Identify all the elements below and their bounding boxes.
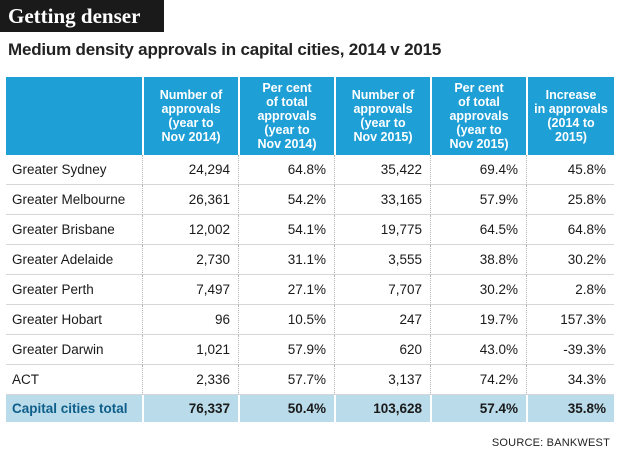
header-line: Per cent — [262, 81, 312, 95]
value-cell: 2,730 — [142, 245, 238, 275]
header-line: (year to — [456, 123, 502, 137]
table-row: Greater Darwin 1,021 57.9% 620 43.0% -39.3% — [6, 335, 614, 365]
header-line: Increase — [545, 88, 597, 102]
value-cell: 57.4% — [430, 395, 526, 422]
header-line: Per cent — [454, 81, 504, 95]
header-cell-5: Increase in approvals (2014 to 2015) — [526, 77, 614, 155]
header-line: (year to — [168, 116, 214, 130]
value-cell: 54.2% — [238, 185, 334, 215]
header-line: approvals — [449, 109, 509, 123]
region-cell: Greater Sydney — [6, 155, 142, 185]
value-cell: 1,021 — [142, 335, 238, 365]
header-line: in approvals — [534, 102, 608, 116]
region-cell: Greater Darwin — [6, 335, 142, 365]
header-line: Nov 2014) — [161, 130, 221, 144]
header-cell-4: Per cent of total approvals (year to Nov 201… — [430, 77, 526, 155]
value-cell: 96 — [142, 305, 238, 335]
chart-subtitle: Medium density approvals in capital citi… — [8, 40, 442, 59]
header-line: (year to — [360, 116, 406, 130]
value-cell: 43.0% — [430, 335, 526, 365]
value-cell: 74.2% — [430, 365, 526, 395]
value-cell: 33,165 — [334, 185, 430, 215]
header-line: Number of — [351, 88, 415, 102]
value-cell: 12,002 — [142, 215, 238, 245]
value-cell: 30.2% — [526, 245, 614, 275]
table-row: Greater Adelaide 2,730 31.1% 3,555 38.8% 30.2… — [6, 245, 614, 275]
value-cell: 25.8% — [526, 185, 614, 215]
value-cell: 157.3% — [526, 305, 614, 335]
value-cell: 2,336 — [142, 365, 238, 395]
region-cell: Greater Brisbane — [6, 215, 142, 245]
value-cell: 3,555 — [334, 245, 430, 275]
value-cell: 64.8% — [526, 215, 614, 245]
value-cell: 30.2% — [430, 275, 526, 305]
region-cell: Greater Perth — [6, 275, 142, 305]
value-cell: 3,137 — [334, 365, 430, 395]
value-cell: 57.9% — [430, 185, 526, 215]
value-cell: 31.1% — [238, 245, 334, 275]
header-cell-3: Number of approvals (year to Nov 2015) — [334, 77, 430, 155]
value-cell: 54.1% — [238, 215, 334, 245]
header-line: Number of — [159, 88, 223, 102]
header-line: approvals — [161, 102, 221, 116]
header-line: Nov 2015) — [449, 137, 509, 151]
value-cell: 247 — [334, 305, 430, 335]
value-cell: 2.8% — [526, 275, 614, 305]
value-cell: 27.1% — [238, 275, 334, 305]
table-row: Greater Sydney 24,294 64.8% 35,422 69.4% 45.8… — [6, 155, 614, 185]
header-line: of total — [458, 95, 500, 109]
header-line: approvals — [257, 109, 317, 123]
header-line: (year to — [264, 123, 310, 137]
value-cell: 19,775 — [334, 215, 430, 245]
header-line: 2015) — [555, 130, 587, 144]
region-cell: ACT — [6, 365, 142, 395]
value-cell: 103,628 — [334, 395, 430, 422]
region-cell: Greater Hobart — [6, 305, 142, 335]
value-cell: 7,707 — [334, 275, 430, 305]
value-cell: -39.3% — [526, 335, 614, 365]
region-cell: Greater Adelaide — [6, 245, 142, 275]
table-row: ACT 2,336 57.7% 3,137 74.2% 34.3% — [6, 365, 614, 395]
value-cell: 35,422 — [334, 155, 430, 185]
value-cell: 7,497 — [142, 275, 238, 305]
table-total-row: Capital cities total 76,337 50.4% 103,628 57… — [6, 395, 614, 422]
table-header-row: Number of approvals (year to Nov 2014) Per c… — [6, 77, 614, 155]
source-note: SOURCE: BANKWEST — [491, 437, 610, 449]
region-cell: Greater Melbourne — [6, 185, 142, 215]
header-cell-1: Number of approvals (year to Nov 2014) — [142, 77, 238, 155]
chart-title: Getting denser — [0, 0, 164, 32]
table-row: Greater Melbourne 26,361 54.2% 33,165 57.9% 2… — [6, 185, 614, 215]
header-line: Nov 2014) — [257, 137, 317, 151]
value-cell: 620 — [334, 335, 430, 365]
value-cell: 38.8% — [430, 245, 526, 275]
header-line: approvals — [353, 102, 413, 116]
header-cell-region — [6, 77, 142, 155]
value-cell: 45.8% — [526, 155, 614, 185]
table-row: Greater Perth 7,497 27.1% 7,707 30.2% 2.8% — [6, 275, 614, 305]
value-cell: 19.7% — [430, 305, 526, 335]
value-cell: 50.4% — [238, 395, 334, 422]
value-cell: 57.9% — [238, 335, 334, 365]
value-cell: 10.5% — [238, 305, 334, 335]
value-cell: 26,361 — [142, 185, 238, 215]
value-cell: 35.8% — [526, 395, 614, 422]
value-cell: 64.5% — [430, 215, 526, 245]
value-cell: 57.7% — [238, 365, 334, 395]
value-cell: 76,337 — [142, 395, 238, 422]
header-line: (2014 to — [547, 116, 595, 130]
header-line: Nov 2015) — [353, 130, 413, 144]
header-line: of total — [266, 95, 308, 109]
value-cell: 64.8% — [238, 155, 334, 185]
approvals-table: Number of approvals (year to Nov 2014) Per c… — [6, 77, 614, 422]
region-cell: Capital cities total — [6, 395, 142, 422]
value-cell: 24,294 — [142, 155, 238, 185]
table-row: Greater Brisbane 12,002 54.1% 19,775 64.5% 64… — [6, 215, 614, 245]
table-row: Greater Hobart 96 10.5% 247 19.7% 157.3% — [6, 305, 614, 335]
value-cell: 34.3% — [526, 365, 614, 395]
table-body: Greater Sydney 24,294 64.8% 35,422 69.4% 45.8… — [6, 155, 614, 422]
value-cell: 69.4% — [430, 155, 526, 185]
header-cell-2: Per cent of total approvals (year to Nov 201… — [238, 77, 334, 155]
